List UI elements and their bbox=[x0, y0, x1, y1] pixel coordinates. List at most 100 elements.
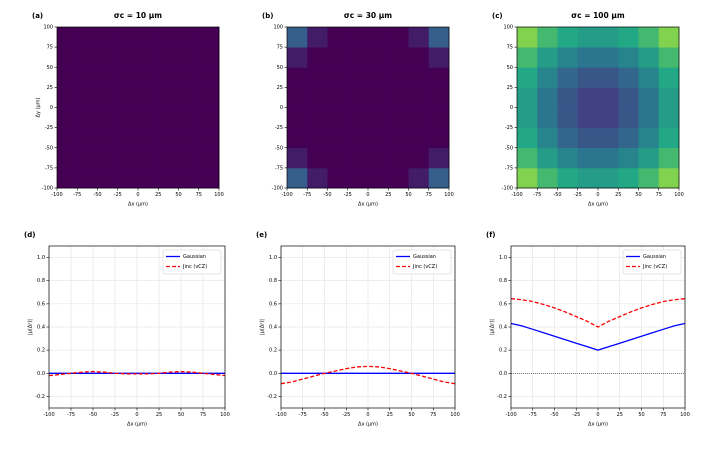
panel-label: (d) bbox=[24, 231, 35, 239]
y-axis-label: Δy (μm) bbox=[36, 97, 42, 117]
heatmap-cell bbox=[178, 127, 200, 149]
heatmap-cell bbox=[368, 167, 389, 189]
y-tick-label: 25 bbox=[277, 85, 283, 91]
x-axis-label: Δx (μm) bbox=[128, 202, 148, 208]
heatmap-cell bbox=[618, 107, 639, 129]
x-tick-label: -25 bbox=[342, 412, 350, 418]
heatmap-cell bbox=[117, 127, 139, 149]
heatmap-cell bbox=[428, 127, 450, 149]
heatmap-cell bbox=[658, 67, 680, 88]
heatmap-cell bbox=[408, 27, 430, 48]
x-tick-label: 100 bbox=[674, 192, 684, 198]
heatmap-cell bbox=[557, 87, 579, 108]
y-tick-label: -100 bbox=[272, 186, 283, 192]
heatmap-cell bbox=[598, 67, 619, 88]
heatmap-cell bbox=[638, 27, 660, 48]
x-tick-label: 25 bbox=[155, 192, 161, 198]
heatmap-cell bbox=[57, 27, 78, 48]
x-tick-label: 0 bbox=[135, 412, 138, 418]
x-tick-label: 0 bbox=[596, 412, 599, 418]
heatmap-cell bbox=[198, 87, 220, 108]
heatmap-cell bbox=[347, 147, 369, 169]
y-tick-label: 0.6 bbox=[37, 301, 45, 307]
panel: (d) Gaussian Jinc (vCZ) -100 -75 -50 -25 0 25 50 7… bbox=[24, 231, 230, 428]
heatmap-cell bbox=[598, 27, 619, 48]
heatmap-cell bbox=[618, 47, 639, 68]
heatmap-cell bbox=[598, 167, 619, 189]
x-tick-label: 0 bbox=[596, 192, 599, 198]
y-tick-label: 100 bbox=[503, 25, 513, 31]
x-axis-label: Δx (μm) bbox=[127, 422, 147, 428]
heatmap-cell bbox=[517, 127, 538, 149]
heatmap-cell bbox=[178, 47, 200, 68]
panel: (b) σc = 30 μm -100 -75 -50 -25 0 25 50 75 100 -100… bbox=[262, 11, 454, 208]
heatmap-cell bbox=[287, 107, 308, 129]
legend-label: Jinc (vCZ) bbox=[182, 264, 207, 270]
heatmap-cell bbox=[307, 67, 328, 88]
x-tick-label: 75 bbox=[656, 192, 662, 198]
x-tick-label: -100 bbox=[281, 192, 292, 198]
x-tick-label: 25 bbox=[617, 412, 623, 418]
heatmap-cell bbox=[638, 87, 660, 108]
heatmap-cell bbox=[408, 107, 430, 129]
heatmap-cell bbox=[537, 147, 558, 169]
heatmap-cell bbox=[428, 27, 450, 48]
heatmap-cell bbox=[77, 47, 98, 68]
heatmap-cell bbox=[77, 147, 98, 169]
panel-title: σc = 30 μm bbox=[344, 11, 392, 20]
y-tick-label: 50 bbox=[507, 65, 513, 71]
x-tick-label: -100 bbox=[505, 412, 516, 418]
y-tick-label: 0.8 bbox=[269, 278, 277, 284]
y-tick-label: 75 bbox=[277, 45, 283, 51]
heatmap-cell bbox=[178, 87, 200, 108]
y-tick-label: 0.2 bbox=[269, 348, 277, 354]
x-tick-label: 0 bbox=[366, 412, 369, 418]
heatmap-cell bbox=[307, 147, 328, 169]
heatmap-cell bbox=[138, 27, 159, 48]
heatmap-cell bbox=[517, 87, 538, 108]
heatmap-cell bbox=[97, 107, 119, 129]
panel: (e) Gaussian Jinc (vCZ) -100 -75 -50 -25 0 25 50 7… bbox=[256, 231, 460, 428]
x-tick-label: -25 bbox=[111, 412, 119, 418]
y-axis-label: |μ(Δr)| bbox=[490, 319, 496, 335]
heatmap-cell bbox=[327, 147, 349, 169]
heatmap-cell bbox=[198, 67, 220, 88]
y-tick-label: -0.2 bbox=[35, 394, 45, 400]
heatmap-cell bbox=[408, 47, 430, 68]
heatmap-cell bbox=[557, 127, 579, 149]
heatmap-cell bbox=[428, 47, 450, 68]
heatmap-cell bbox=[138, 107, 159, 129]
y-tick-label: 75 bbox=[507, 45, 513, 51]
y-tick-label: 0.8 bbox=[499, 278, 507, 284]
heatmap-cell bbox=[97, 27, 119, 48]
heatmap-cell bbox=[97, 147, 119, 169]
heatmap-cell bbox=[287, 27, 308, 48]
heatmap-cell bbox=[557, 67, 579, 88]
heatmap-cell bbox=[327, 107, 349, 129]
y-tick-label: 0.6 bbox=[499, 301, 507, 307]
heatmap-cell bbox=[77, 127, 98, 149]
heatmap-cell bbox=[658, 87, 680, 108]
heatmap-cell bbox=[537, 167, 558, 189]
y-tick-label: -75 bbox=[505, 165, 513, 171]
heatmap-cell bbox=[428, 87, 450, 108]
heatmap-cell bbox=[307, 27, 328, 48]
x-axis-label: Δx (μm) bbox=[588, 422, 608, 428]
heatmap-cell bbox=[408, 167, 430, 189]
heatmap-cell bbox=[178, 27, 200, 48]
heatmap-cell bbox=[287, 167, 308, 189]
x-tick-label: 75 bbox=[200, 412, 206, 418]
x-tick-label: 75 bbox=[196, 192, 202, 198]
heatmap-cell bbox=[138, 87, 159, 108]
heatmap-cell bbox=[428, 167, 450, 189]
heatmap-cell bbox=[198, 107, 220, 129]
x-tick-label: -50 bbox=[93, 192, 101, 198]
x-tick-label: -75 bbox=[73, 192, 81, 198]
y-tick-label: -0.2 bbox=[497, 394, 507, 400]
heatmap-cell bbox=[97, 67, 119, 88]
heatmap-cell bbox=[638, 107, 660, 129]
heatmap-cell bbox=[517, 147, 538, 169]
heatmap-cell bbox=[577, 67, 599, 88]
legend-label: Gaussian bbox=[643, 254, 666, 260]
